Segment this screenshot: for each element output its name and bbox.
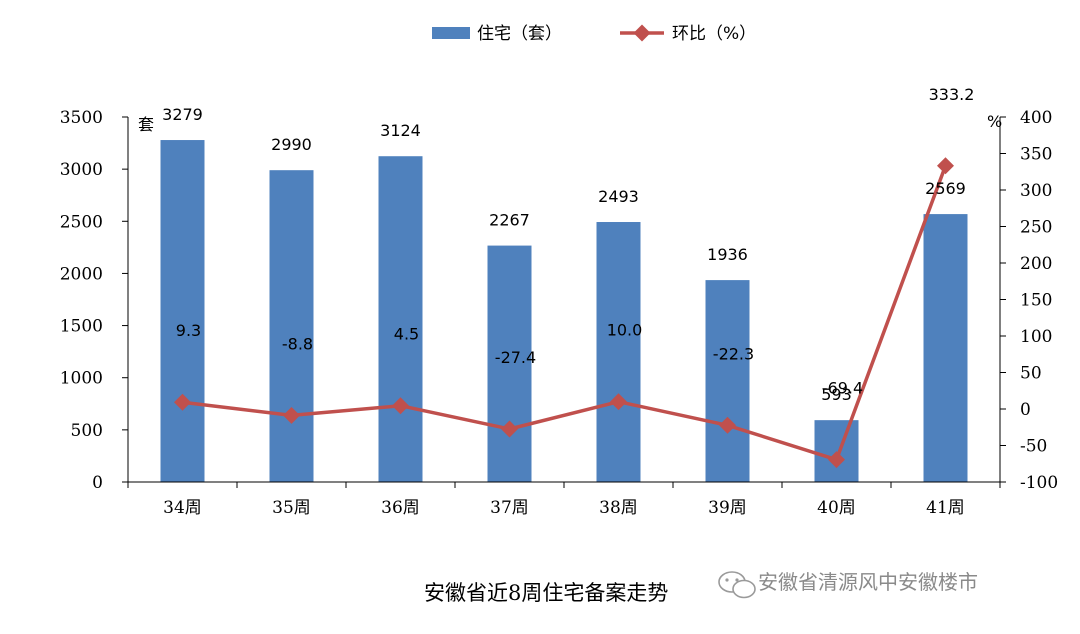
bar-data-label: 2990 — [271, 135, 312, 154]
left-tick-label: 2000 — [60, 264, 103, 284]
legend-bar-label: 住宅（套） — [477, 24, 562, 44]
bar-data-label: 2493 — [598, 187, 639, 206]
right-tick-label: 250 — [1020, 218, 1052, 238]
x-tick-label: 38周 — [599, 498, 638, 518]
line-data-label: 333.2 — [929, 85, 975, 104]
bar — [160, 140, 205, 482]
legend-bar-swatch — [432, 27, 470, 39]
line-data-label: -69.4 — [822, 379, 863, 398]
left-tick-label: 3500 — [60, 108, 103, 128]
wechat-icon — [718, 571, 756, 599]
x-tick-label: 36周 — [381, 498, 420, 518]
right-tick-label: 50 — [1020, 364, 1042, 384]
bar — [269, 170, 314, 482]
left-tick-label: 2500 — [60, 212, 103, 232]
legend-line-marker — [633, 24, 651, 42]
left-tick-label: 1500 — [60, 317, 103, 337]
line-data-label: 10.0 — [607, 321, 643, 340]
bar-data-label: 3279 — [162, 105, 203, 124]
right-tick-label: 300 — [1020, 181, 1052, 201]
bar-data-label: 1936 — [707, 245, 748, 264]
bar-data-label: 3124 — [380, 121, 421, 140]
line-marker — [828, 451, 845, 469]
x-tick-label: 34周 — [163, 498, 202, 518]
bar-data-label: 593 — [821, 385, 852, 404]
right-tick-label: 200 — [1020, 254, 1052, 274]
x-tick-label: 39周 — [708, 498, 747, 518]
right-tick-label: 100 — [1020, 327, 1052, 347]
bar — [596, 222, 641, 482]
line-data-label: -8.8 — [282, 334, 313, 353]
x-tick-label: 35周 — [272, 498, 311, 518]
x-tick-label: 41周 — [926, 498, 965, 518]
chart-caption: 安徽省近8周住宅备案走势 — [424, 581, 668, 605]
bar-data-label: 2267 — [489, 211, 530, 230]
x-tick-label: 40周 — [817, 498, 856, 518]
line-marker — [283, 406, 300, 424]
watermark: 安徽省清源风中安徽楼市 — [718, 570, 978, 599]
bar-data-label: 2569 — [925, 179, 966, 198]
line-data-label: -27.4 — [495, 348, 536, 367]
line-marker — [719, 416, 736, 434]
bar — [705, 280, 750, 482]
x-tick-label: 37周 — [490, 498, 529, 518]
watermark-text: 安徽省清源风中安徽楼市 — [758, 570, 978, 594]
right-tick-label: 150 — [1020, 291, 1052, 311]
right-tick-label: 0 — [1020, 400, 1031, 420]
line-series — [182, 165, 948, 462]
legend-line-label: 环比（%） — [672, 24, 756, 44]
right-axis-unit: % — [987, 112, 1002, 131]
right-tick-label: 400 — [1020, 108, 1052, 128]
right-tick-label: -50 — [1020, 437, 1047, 457]
line-data-label: -22.3 — [713, 344, 754, 363]
plot-area: 0 500 1000 1500 2000 2500 3000 3500 -100 -50 0 50 10… — [60, 85, 1058, 518]
line-marker — [610, 393, 627, 411]
left-tick-label: 500 — [71, 421, 103, 441]
left-axis-unit: 套 — [138, 115, 154, 134]
right-tick-label: 350 — [1020, 145, 1052, 165]
left-tick-label: 1000 — [60, 369, 103, 389]
bar — [378, 156, 423, 482]
line-data-label: 9.3 — [176, 321, 201, 340]
bar — [814, 420, 859, 482]
line-marker — [392, 397, 409, 415]
line-marker — [174, 393, 191, 411]
line-data-label: 4.5 — [394, 325, 419, 344]
left-tick-label: 3000 — [60, 160, 103, 180]
right-tick-label: -100 — [1020, 473, 1058, 493]
line-marker — [501, 420, 518, 438]
left-tick-label: 0 — [92, 473, 103, 493]
legend: 住宅（套） 环比（%） — [432, 24, 756, 44]
bar — [487, 245, 532, 482]
line-marker — [937, 157, 954, 175]
bar — [923, 214, 968, 482]
